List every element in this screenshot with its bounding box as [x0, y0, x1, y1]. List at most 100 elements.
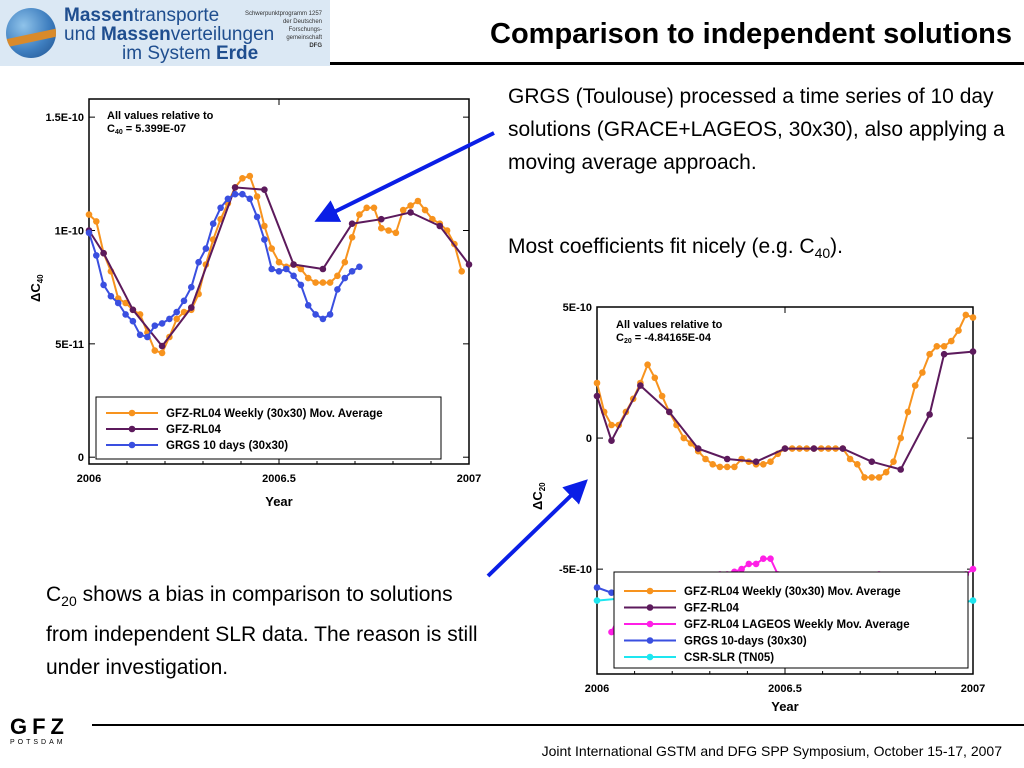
- c20-series-point-0: [962, 311, 970, 319]
- c20-series-line-3: [596, 586, 901, 636]
- c20-series-point-3: [709, 618, 716, 625]
- c20-series-point-4: [622, 594, 630, 602]
- c20-series-point-4: [854, 615, 861, 623]
- c40-series-point-0: [283, 263, 290, 271]
- c40-series-point-2: [334, 286, 341, 293]
- c20-series-point-2: [962, 571, 970, 578]
- c40-series-point-2: [275, 268, 283, 275]
- c40-annotation-line1: All values relative to: [107, 110, 214, 122]
- c20-series-point-3: [882, 613, 890, 620]
- c20-series-point-0: [738, 455, 745, 463]
- c40-series-point-1: [436, 222, 444, 230]
- c20-series-point-0: [911, 382, 919, 389]
- c40-series-point-1: [100, 249, 107, 257]
- c20-legend-label: GRGS 10-days (30x30): [684, 636, 807, 648]
- c20-series-point-2: [781, 581, 789, 589]
- c20-series-point-0: [752, 461, 760, 468]
- c20-series-point-2: [817, 607, 825, 615]
- c40-series-point-0: [268, 245, 276, 252]
- c20-series-point-2: [694, 610, 702, 617]
- c20-series-point-0: [919, 369, 926, 376]
- logo-wordmark: Massentransporte und Massenverteilungen …: [64, 5, 275, 64]
- c20-series-point-0: [760, 461, 767, 468]
- c40-series-point-1: [188, 304, 195, 311]
- c20-series-point-2: [738, 565, 745, 573]
- c40-series-point-0: [363, 204, 371, 212]
- c40-series-point-2: [341, 274, 349, 282]
- c40-series-point-0: [85, 211, 93, 218]
- c20-series-point-2: [658, 613, 666, 620]
- c40-series-point-0: [231, 184, 239, 191]
- c40-series-point-2: [93, 252, 100, 259]
- c20-series-point-0: [861, 474, 868, 481]
- c40-series-point-1: [158, 342, 166, 350]
- arrow-to-c20-chart: [486, 479, 588, 578]
- c40-series-point-2: [356, 263, 363, 271]
- c20-series-point-0: [955, 327, 962, 334]
- c40-xtick-label: 2006: [77, 473, 101, 485]
- c20-series-point-1: [839, 445, 847, 452]
- title-divider: [330, 62, 1024, 65]
- c40-series-point-0: [451, 240, 458, 248]
- c20-series-point-0: [637, 379, 644, 387]
- c20-series-point-3: [593, 584, 601, 591]
- c40-series-point-2: [107, 292, 115, 300]
- c20-series-line-0: [596, 313, 974, 479]
- c20-series-point-2: [832, 605, 839, 612]
- c20-ytick-label: 5E-10: [563, 302, 592, 314]
- c40-ytick-label: 1.5E-10: [45, 112, 84, 124]
- c40-series-point-0: [319, 279, 327, 286]
- c40-legend-label: GFZ-RL04: [166, 424, 222, 436]
- fit-paragraph: Most coefficients fit nicely (e.g. C40).: [508, 235, 843, 262]
- c40-series-point-2: [268, 265, 276, 273]
- c20-series-point-1: [593, 392, 601, 400]
- c20-series-point-2: [969, 565, 977, 573]
- c20-series-point-1: [969, 348, 977, 355]
- c20-series-point-2: [868, 592, 876, 599]
- c40-series-point-1: [231, 184, 239, 191]
- c40-series-point-2: [151, 322, 159, 330]
- c20-series-point-4: [825, 615, 832, 623]
- c40-series-point-0: [217, 215, 224, 223]
- c20-series-point-0: [897, 434, 904, 442]
- c20-series-point-2: [854, 607, 861, 615]
- c20-annotation-line2: C20 = -4.84165E-04: [616, 332, 712, 345]
- c20-series-point-3: [637, 597, 644, 604]
- c40-series-point-0: [122, 299, 129, 307]
- c20-series-point-3: [752, 615, 760, 623]
- c20-series-point-0: [969, 314, 977, 321]
- c40-series-point-0: [195, 290, 202, 298]
- c40-series-point-0: [458, 268, 466, 275]
- c20-series-point-3: [839, 618, 847, 625]
- c20-series-point-1: [810, 445, 818, 452]
- c40-legend-marker: [128, 441, 136, 449]
- c20-series-point-2: [803, 602, 810, 610]
- c20-legend-label: GFZ-RL04 Weekly (30x30) Mov. Average: [684, 586, 901, 598]
- c40-series-point-2: [246, 195, 254, 203]
- c20-series-point-2: [839, 607, 847, 615]
- c40-series-point-2: [209, 220, 217, 227]
- c40-series-line-0: [88, 174, 463, 355]
- c40-series-point-0: [334, 272, 341, 280]
- c40-series-point-2: [224, 195, 232, 203]
- c20-series-point-4: [796, 605, 803, 612]
- c20-series-point-0: [788, 445, 796, 452]
- c40-series-point-2: [136, 331, 144, 339]
- c20-series-point-0: [593, 379, 601, 387]
- c20-series-point-3: [767, 623, 774, 631]
- c40-ytick-label: 1E-10: [55, 225, 84, 237]
- c40-series-point-1: [290, 261, 297, 268]
- c40-series-point-0: [275, 258, 283, 266]
- c20-series-point-3: [810, 613, 818, 620]
- c20-series-point-2: [673, 613, 680, 620]
- c20-series-line-4: [596, 583, 974, 620]
- c40-series-point-1: [348, 220, 356, 227]
- c20-series-point-0: [825, 445, 832, 452]
- c40-ylabel: ΔC40: [28, 274, 45, 302]
- c40-series-point-0: [114, 295, 122, 302]
- c20-series-point-2: [752, 560, 760, 568]
- c40-ytick-label: 0: [78, 452, 84, 464]
- c40-series-point-2: [348, 268, 356, 275]
- c20-series-point-3: [868, 607, 876, 615]
- c40-series-point-0: [385, 227, 392, 234]
